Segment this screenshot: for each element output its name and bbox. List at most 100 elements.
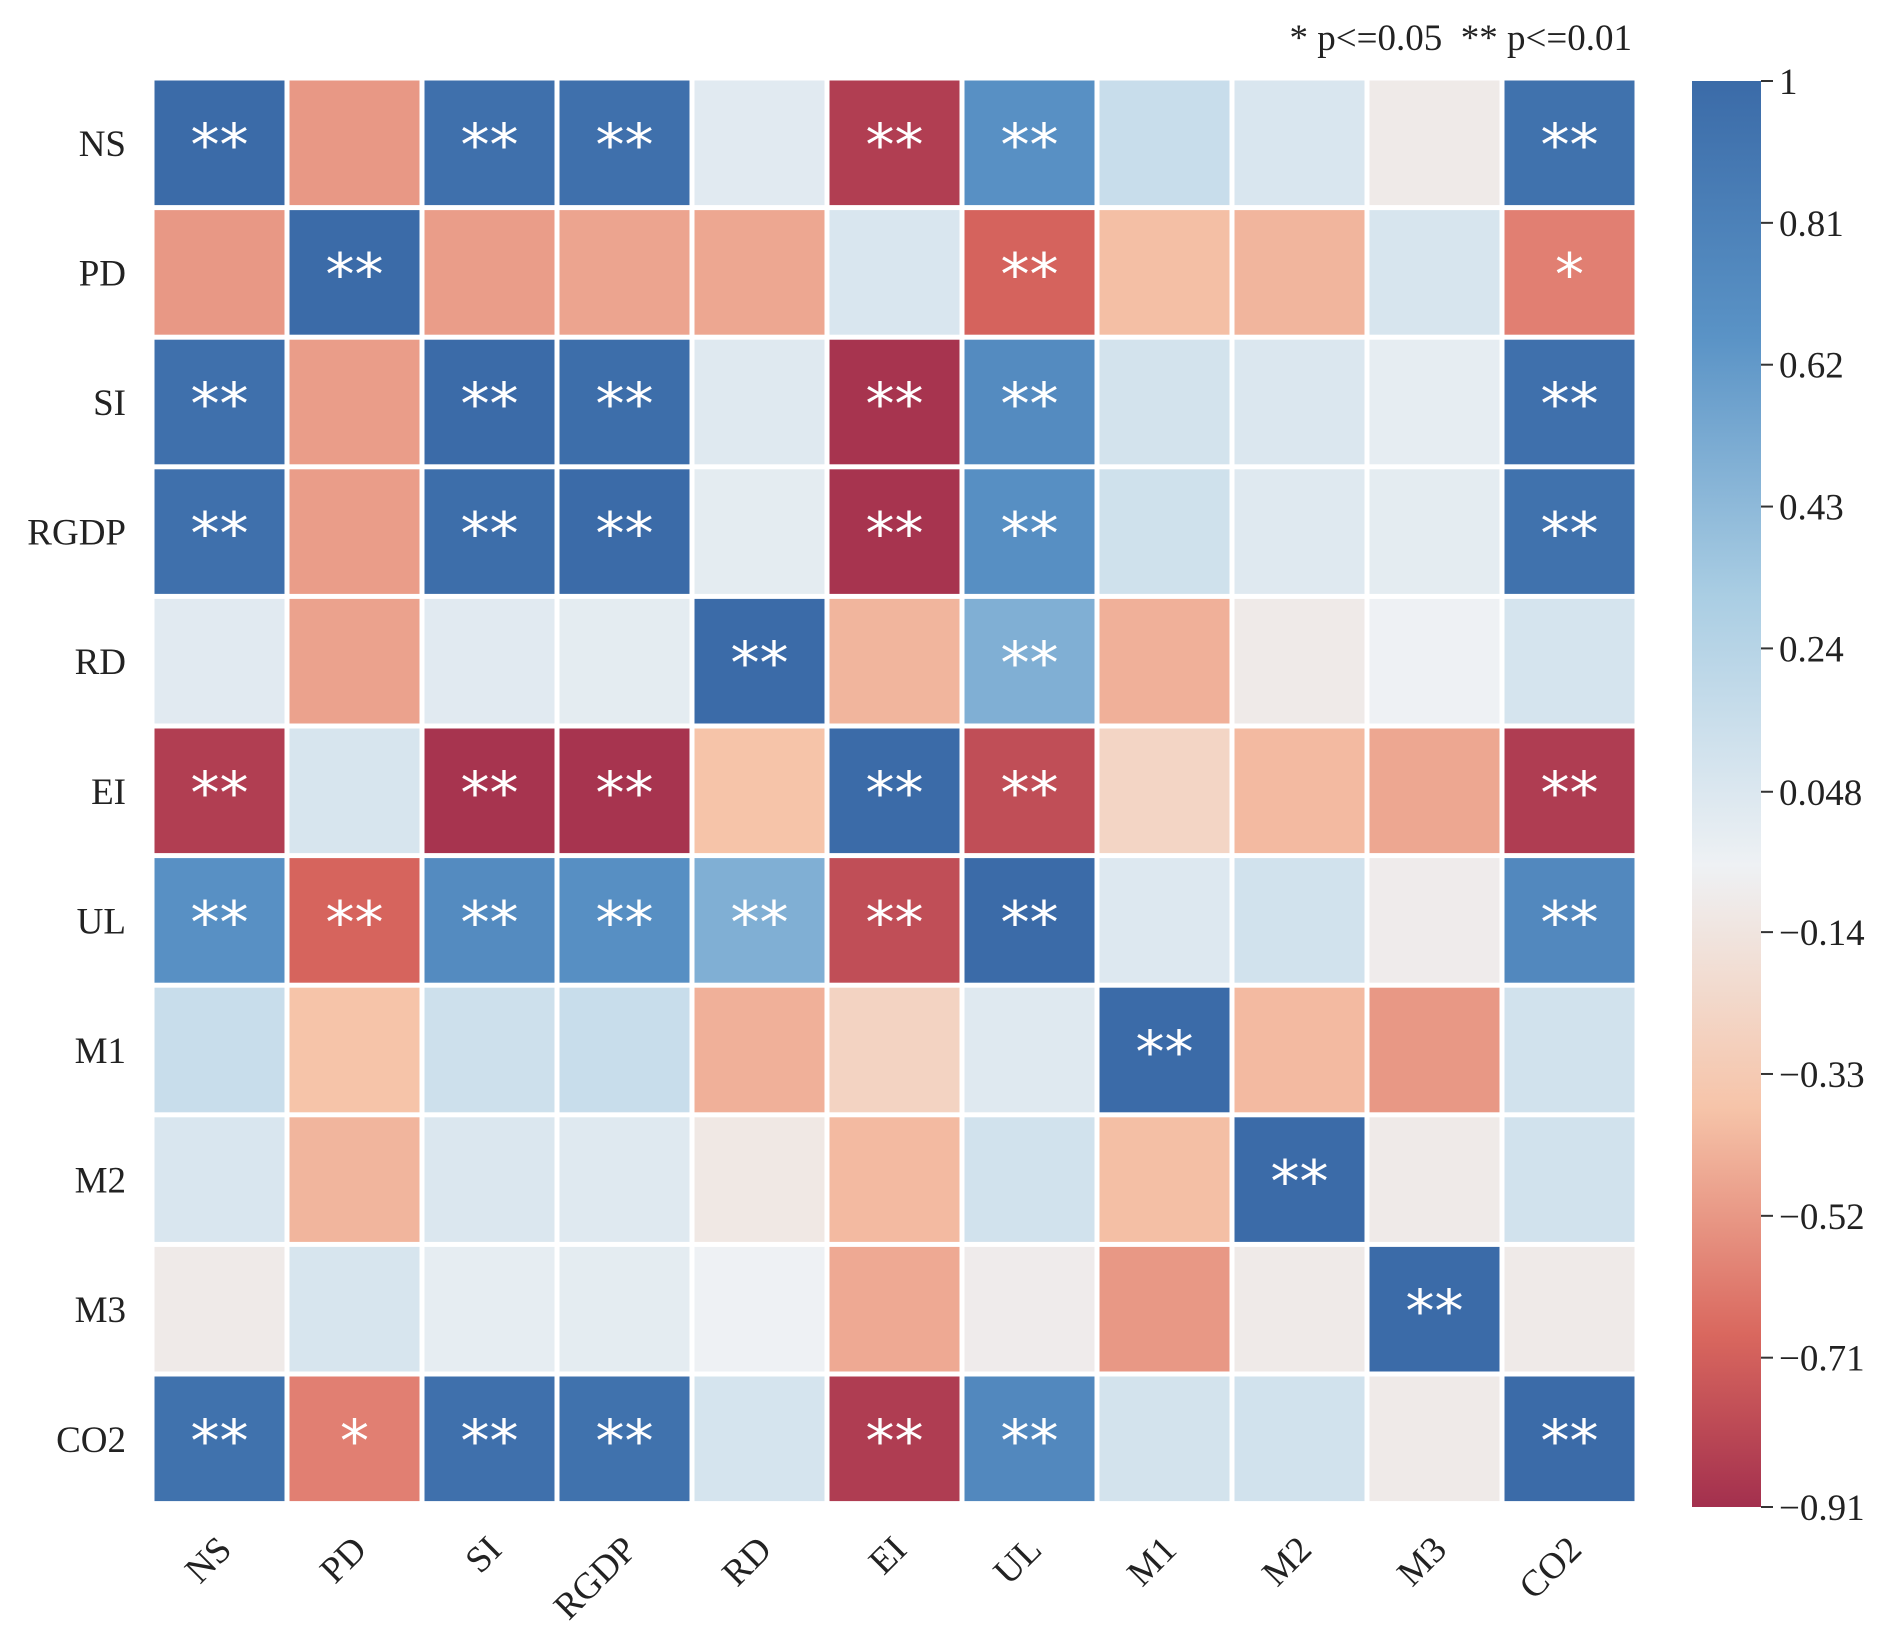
significance-mark: ** bbox=[1001, 888, 1059, 956]
cell-M2-M2 bbox=[1234, 1117, 1365, 1242]
cell-M1-SI bbox=[424, 987, 555, 1113]
row-labels: NS PD SI RGDP RD EI UL M1 M2 M3 CO2 bbox=[27, 124, 126, 1461]
cell-UL-CO2 bbox=[1504, 858, 1635, 983]
cell-M2-UL bbox=[964, 1117, 1095, 1242]
significance-mark: ** bbox=[191, 370, 249, 438]
significance-mark: ** bbox=[1406, 1277, 1464, 1345]
cell-M1-PD bbox=[289, 987, 420, 1113]
cell-NS-UL bbox=[964, 80, 1095, 206]
cell-RGDP-PD bbox=[289, 469, 420, 594]
significance-mark: ** bbox=[731, 629, 789, 697]
row-label: M3 bbox=[75, 1290, 126, 1331]
cell-PD-SI bbox=[424, 210, 555, 335]
cell-M1-RD bbox=[694, 987, 825, 1113]
significance-mark: ** bbox=[866, 1407, 924, 1475]
column-label: NS bbox=[177, 1529, 239, 1591]
cell-RGDP-SI bbox=[424, 469, 555, 594]
significance-mark: * bbox=[1555, 240, 1584, 308]
cell-RGDP-NS bbox=[154, 469, 285, 594]
cell-NS-EI bbox=[829, 80, 960, 206]
significance-mark: ** bbox=[1541, 759, 1599, 827]
cell-M3-NS bbox=[154, 1246, 285, 1372]
cell-M3-CO2 bbox=[1504, 1246, 1635, 1372]
significance-mark: ** bbox=[1271, 1148, 1329, 1216]
colorbar-tick-label: −0.52 bbox=[1779, 1197, 1865, 1238]
cell-CO2-CO2 bbox=[1504, 1376, 1635, 1502]
cell-RD-M2 bbox=[1234, 598, 1365, 724]
cell-EI-RD bbox=[694, 728, 825, 854]
row-label: SI bbox=[93, 383, 126, 424]
significance-mark: ** bbox=[731, 888, 789, 956]
cell-M3-M1 bbox=[1099, 1246, 1230, 1372]
colorbar-gradient bbox=[1692, 81, 1761, 1507]
cell-NS-CO2 bbox=[1504, 80, 1635, 206]
cell-SI-NS bbox=[154, 339, 285, 465]
significance-mark: ** bbox=[866, 888, 924, 956]
significance-mark: ** bbox=[191, 1407, 249, 1475]
column-labels: NS PD SI RGDP RD EI UL M1 M2 M3 CO2 bbox=[177, 1529, 1589, 1628]
column-label: UL bbox=[986, 1529, 1050, 1593]
row-label: RD bbox=[75, 642, 126, 683]
column-label: PD bbox=[312, 1529, 374, 1591]
colorbar-tick-label: −0.91 bbox=[1779, 1488, 1865, 1529]
colorbar: 1 0.81 0.62 0.43 0.24 0.048 −0.14 −0.33 −0.52 −0.… bbox=[1692, 62, 1865, 1529]
significance-mark: ** bbox=[1001, 1407, 1059, 1475]
cell-CO2-EI bbox=[829, 1376, 960, 1502]
column-label: RD bbox=[715, 1529, 780, 1594]
significance-mark: ** bbox=[326, 888, 384, 956]
cell-RD-PD bbox=[289, 598, 420, 724]
cell-RGDP-M1 bbox=[1099, 469, 1230, 594]
row-label: M2 bbox=[75, 1161, 126, 1202]
significance-mark: ** bbox=[191, 888, 249, 956]
significance-mark: ** bbox=[461, 888, 519, 956]
cell-UL-NS bbox=[154, 858, 285, 983]
cell-EI-RGDP bbox=[559, 728, 690, 854]
cell-NS-NS bbox=[154, 80, 285, 206]
cell-PD-UL bbox=[964, 210, 1095, 335]
significance-legend: * p<=0.05 ** p<=0.01 bbox=[1290, 18, 1632, 59]
cell-NS-PD bbox=[289, 80, 420, 206]
significance-mark: ** bbox=[1001, 500, 1059, 568]
significance-mark: ** bbox=[1136, 1018, 1194, 1086]
row-label: UL bbox=[77, 901, 126, 942]
cell-M3-M3 bbox=[1369, 1246, 1500, 1372]
cell-NS-M3 bbox=[1369, 80, 1500, 206]
significance-mark: ** bbox=[1541, 500, 1599, 568]
cell-M2-NS bbox=[154, 1117, 285, 1242]
significance-mark: ** bbox=[461, 370, 519, 438]
cell-PD-M2 bbox=[1234, 210, 1365, 335]
significance-mark: ** bbox=[1001, 370, 1059, 438]
cell-CO2-NS bbox=[154, 1376, 285, 1502]
cell-UL-RGDP bbox=[559, 858, 690, 983]
colorbar-tick-label: 0.24 bbox=[1779, 629, 1844, 670]
row-label: EI bbox=[91, 772, 126, 813]
colorbar-tick-label: 0.43 bbox=[1779, 488, 1844, 529]
cell-SI-RD bbox=[694, 339, 825, 465]
row-label: M1 bbox=[75, 1031, 126, 1072]
significance-mark: ** bbox=[866, 759, 924, 827]
cell-PD-NS bbox=[154, 210, 285, 335]
cell-CO2-M1 bbox=[1099, 1376, 1230, 1502]
cell-EI-EI bbox=[829, 728, 960, 854]
significance-mark: ** bbox=[1541, 888, 1599, 956]
cell-PD-M3 bbox=[1369, 210, 1500, 335]
cell-NS-M2 bbox=[1234, 80, 1365, 206]
colorbar-tick-label: 0.62 bbox=[1779, 346, 1844, 387]
cell-UL-UL bbox=[964, 858, 1095, 983]
cell-CO2-SI bbox=[424, 1376, 555, 1502]
significance-mark: ** bbox=[461, 111, 519, 179]
column-label: M1 bbox=[1120, 1529, 1185, 1594]
cell-RD-M3 bbox=[1369, 598, 1500, 724]
cell-SI-PD bbox=[289, 339, 420, 465]
cell-SI-M3 bbox=[1369, 339, 1500, 465]
significance-mark: ** bbox=[596, 370, 654, 438]
cell-M2-M1 bbox=[1099, 1117, 1230, 1242]
significance-mark: ** bbox=[191, 111, 249, 179]
cell-UL-M3 bbox=[1369, 858, 1500, 983]
cell-PD-RGDP bbox=[559, 210, 690, 335]
column-label: M2 bbox=[1255, 1529, 1320, 1594]
significance-mark: ** bbox=[1001, 759, 1059, 827]
colorbar-tick-label: −0.14 bbox=[1779, 913, 1865, 954]
cell-RD-NS bbox=[154, 598, 285, 724]
